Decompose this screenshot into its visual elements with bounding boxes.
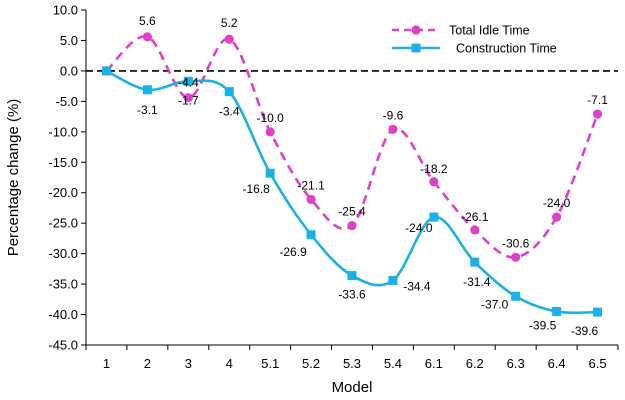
data-point — [511, 291, 521, 301]
data-label: -4.4 — [178, 76, 199, 90]
x-tick-label: 2 — [144, 356, 151, 371]
data-label: -26.9 — [279, 245, 307, 259]
x-tick-label: 4 — [226, 356, 233, 371]
plot-area — [85, 10, 618, 346]
data-point — [142, 32, 152, 42]
data-point — [511, 252, 521, 262]
x-tick-label: 5.3 — [343, 356, 361, 371]
data-point — [224, 87, 234, 97]
data-label: -39.6 — [571, 324, 599, 338]
data-label: -26.1 — [461, 210, 489, 224]
y-axis-title: Percentage change (%) — [5, 99, 22, 257]
x-tick-label: 6.5 — [588, 356, 606, 371]
data-label: 5.2 — [221, 16, 238, 30]
data-label: -34.4 — [403, 279, 431, 293]
y-tick-label: -5.0 — [56, 94, 78, 109]
x-tick-label: 1 — [103, 356, 110, 371]
y-tick-label: -40.0 — [48, 307, 78, 322]
data-label: -10.0 — [256, 111, 284, 125]
data-point — [552, 212, 562, 222]
y-tick-label: 5.0 — [60, 33, 78, 48]
data-point — [347, 221, 357, 231]
series-construction-time — [101, 66, 603, 317]
data-labels: 5.6-4.45.2-10.0-21.1-25.4-9.6-18.2-26.1-… — [137, 14, 608, 338]
data-label: -18.2 — [420, 162, 448, 176]
legend: Total Idle Time Construction Time — [392, 24, 557, 56]
data-point — [347, 271, 357, 281]
y-tick-label: 0.0 — [60, 63, 78, 78]
data-point — [224, 34, 234, 44]
data-point — [306, 230, 316, 240]
x-tick-label: 5.1 — [261, 356, 279, 371]
data-label: -3.1 — [137, 103, 158, 117]
y-axis-ticks: 10.0 5.0 0.0 -5.0 -10.0 -15.0 -20.0 -25.0 -30.0 -… — [48, 3, 86, 353]
data-label: -37.0 — [481, 297, 509, 311]
series-total-idle-time — [101, 32, 603, 262]
data-point — [306, 194, 316, 205]
data-point — [592, 109, 603, 119]
data-label: -24.0 — [405, 221, 433, 235]
data-point — [101, 66, 111, 76]
legend-label-total-idle-time: Total Idle Time — [449, 24, 530, 38]
data-label: -25.4 — [338, 205, 366, 219]
data-label: 5.6 — [139, 14, 156, 28]
y-tick-label: -10.0 — [48, 124, 78, 139]
data-point — [470, 257, 480, 267]
data-point — [142, 85, 152, 95]
y-tick-label: -20.0 — [48, 185, 78, 200]
data-point — [552, 307, 562, 316]
data-label: -16.8 — [242, 182, 270, 196]
x-axis-title: Model — [332, 379, 373, 396]
x-tick-label: 6.2 — [466, 356, 484, 371]
legend-item-total-idle-time: Total Idle Time — [392, 24, 530, 38]
y-tick-label: 10.0 — [53, 3, 78, 18]
legend-marker-total-idle-time — [411, 25, 421, 35]
data-point — [183, 93, 193, 103]
x-tick-label: 6.3 — [507, 356, 525, 371]
data-point — [388, 124, 398, 134]
x-axis-ticks: 1 2 3 4 5.1 5.2 5.3 5.4 6.1 6.2 6.3 6.4 6.5 — [85, 345, 619, 371]
legend-label-construction-time: Construction Time — [456, 42, 557, 56]
data-label: -33.6 — [338, 288, 366, 302]
data-point — [470, 225, 480, 235]
data-label: -3.4 — [219, 105, 240, 119]
x-tick-label: 6.4 — [548, 356, 566, 371]
data-label: -39.5 — [529, 319, 557, 333]
data-point — [265, 168, 275, 178]
y-tick-label: -35.0 — [48, 277, 78, 292]
legend-marker-construction-time — [411, 43, 421, 53]
data-point — [429, 177, 439, 187]
data-point — [429, 212, 439, 222]
x-tick-label: 5.4 — [384, 356, 402, 371]
x-tick-label: 6.1 — [425, 356, 443, 371]
data-label: -1.7 — [178, 93, 199, 107]
y-tick-label: -45.0 — [48, 338, 78, 353]
data-label: -21.1 — [297, 178, 325, 192]
y-tick-label: -25.0 — [48, 216, 78, 231]
data-point — [265, 127, 275, 137]
data-label: -7.1 — [587, 93, 608, 107]
data-label: -30.6 — [502, 236, 530, 250]
x-tick-label: 3 — [185, 356, 192, 371]
y-tick-label: -30.0 — [48, 246, 78, 261]
data-label: -24.0 — [543, 196, 571, 210]
y-tick-label: -15.0 — [48, 155, 78, 170]
x-tick-label: 5.2 — [302, 356, 320, 371]
data-point — [593, 307, 603, 317]
data-point — [183, 76, 193, 86]
data-label: -9.6 — [383, 108, 404, 122]
series-layer — [101, 32, 603, 317]
data-label: -31.4 — [463, 275, 491, 289]
legend-item-construction-time: Construction Time — [392, 42, 557, 56]
data-point — [388, 275, 398, 285]
